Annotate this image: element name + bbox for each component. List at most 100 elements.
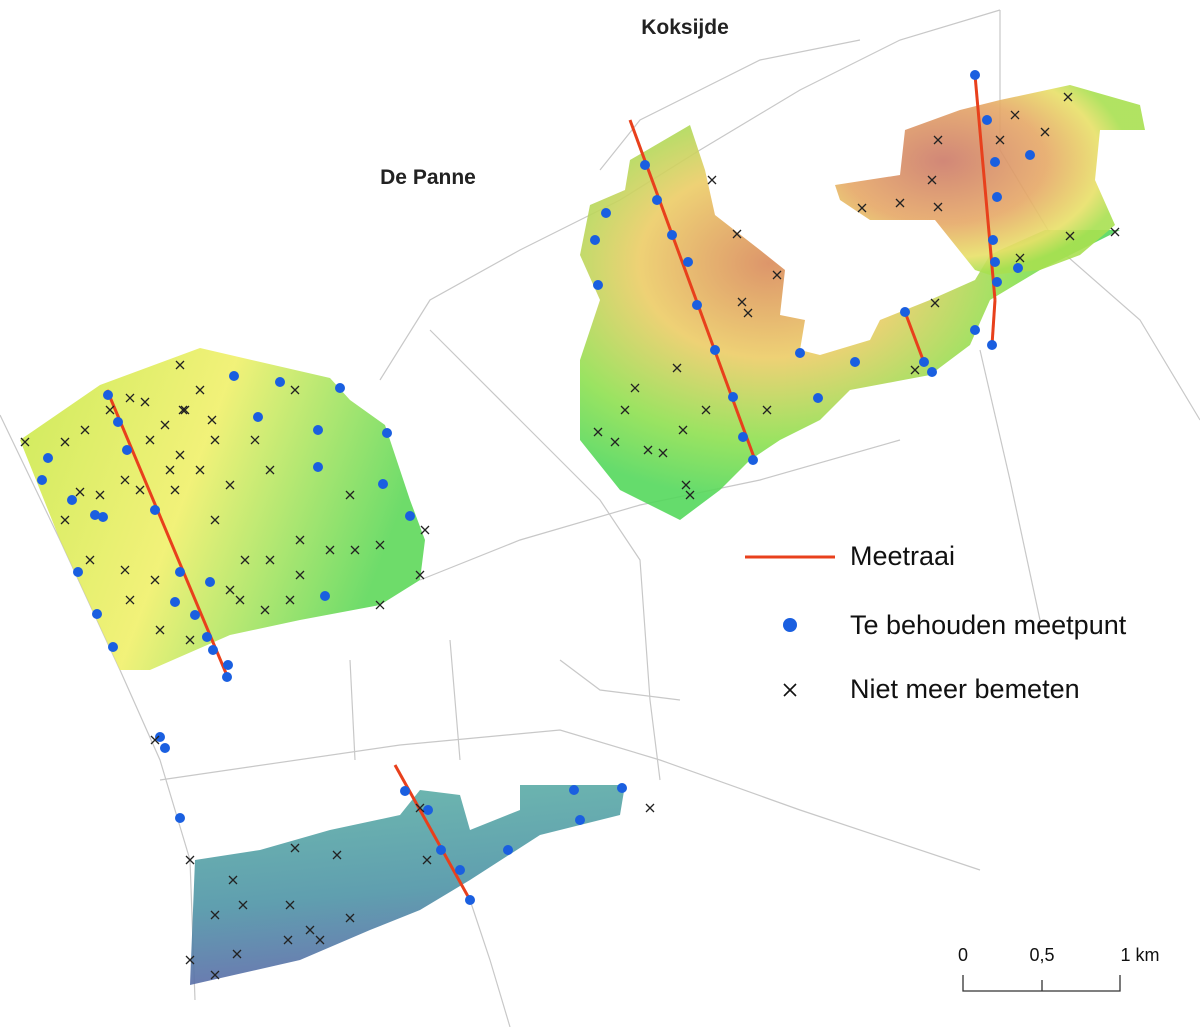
dropped-point [180, 405, 190, 415]
keep-point [175, 813, 185, 823]
dropped-point [332, 850, 342, 860]
keep-point [103, 390, 113, 400]
keep-point [73, 567, 83, 577]
dropped-point [620, 405, 630, 415]
keep-point [208, 645, 218, 655]
dropped-point [325, 545, 335, 555]
keep-point [919, 357, 929, 367]
keep-point [927, 367, 937, 377]
dropped-point [593, 427, 603, 437]
transect [105, 389, 230, 679]
dropped-point [150, 735, 160, 745]
zone-south [190, 785, 625, 985]
dropped-point [290, 385, 300, 395]
dropped-point [681, 480, 691, 490]
dropped-point [643, 445, 653, 455]
keep-point [850, 357, 860, 367]
place-label: Koksijde [641, 16, 729, 39]
dropped-point [165, 465, 175, 475]
transect [903, 311, 927, 366]
dropped-point [995, 135, 1005, 145]
dropped-point [150, 575, 160, 585]
transects [105, 74, 997, 901]
dropped-point [285, 595, 295, 605]
dropped-point [210, 435, 220, 445]
legend-label: Te behouden meetpunt [850, 610, 1127, 640]
dropped-point [178, 405, 188, 415]
dropped-point [210, 515, 220, 525]
dropped-point [762, 405, 772, 415]
keep-point [569, 785, 579, 795]
zones [20, 85, 1145, 985]
dropped-point [930, 298, 940, 308]
legend-cross [783, 683, 797, 697]
zone-west [20, 348, 425, 670]
dropped-point [235, 595, 245, 605]
keep-point [108, 642, 118, 652]
zone-center [580, 125, 1120, 520]
keep-point [160, 743, 170, 753]
scale-bar: 0 0,5 1 km [958, 945, 1160, 992]
keep-point [320, 591, 330, 601]
dropped-point [185, 635, 195, 645]
keep-point [710, 345, 720, 355]
dropped-point [645, 803, 655, 813]
keep-point [992, 277, 1002, 287]
dropped-point [743, 308, 753, 318]
dropped-point [772, 270, 782, 280]
dropped-point [415, 803, 425, 813]
keep-point [590, 235, 600, 245]
keep-point [313, 462, 323, 472]
dropped-point [737, 297, 747, 307]
keep-point [378, 479, 388, 489]
dropped-point [195, 385, 205, 395]
dropped-point [610, 437, 620, 447]
dropped-point [125, 393, 135, 403]
dropped-point [375, 540, 385, 550]
keep-point [90, 510, 100, 520]
dropped-point [225, 480, 235, 490]
dropped-point [225, 585, 235, 595]
dropped-point [140, 397, 150, 407]
keep-point [175, 567, 185, 577]
keep-point [748, 455, 758, 465]
keep-point [601, 208, 611, 218]
keep-point [222, 672, 232, 682]
place-label: De Panne [380, 166, 476, 189]
keep-point [1025, 150, 1035, 160]
dropped-point [265, 555, 275, 565]
dropped-point [315, 935, 325, 945]
dropped-point [85, 555, 95, 565]
dropped-point [125, 595, 135, 605]
keep-point [113, 417, 123, 427]
dropped-point [185, 855, 195, 865]
dropped-point [685, 490, 695, 500]
dropped-point [228, 875, 238, 885]
keep-point [436, 845, 446, 855]
dropped-point [285, 900, 295, 910]
keep-point [992, 192, 1002, 202]
dropped-point [135, 485, 145, 495]
dropped-point [295, 535, 305, 545]
keep-point [155, 732, 165, 742]
scale-label: 0,5 [1029, 945, 1054, 965]
dropped-point [195, 465, 205, 475]
keep-point [990, 257, 1000, 267]
dropped-point [210, 910, 220, 920]
legend: Meetraai Te behouden meetpunt Niet meer … [745, 541, 1127, 704]
dropped-point [1015, 253, 1025, 263]
keep-point [150, 505, 160, 515]
keep-point [465, 895, 475, 905]
transect [990, 299, 997, 346]
keep-point [253, 412, 263, 422]
dropped-point [120, 475, 130, 485]
keep-point [987, 340, 997, 350]
keep-point [313, 425, 323, 435]
dropped-point [155, 625, 165, 635]
dropped-point [420, 525, 430, 535]
keep-point [205, 577, 215, 587]
keep-point [738, 432, 748, 442]
dropped-point [80, 425, 90, 435]
dropped-point [283, 935, 293, 945]
keep-point [92, 609, 102, 619]
